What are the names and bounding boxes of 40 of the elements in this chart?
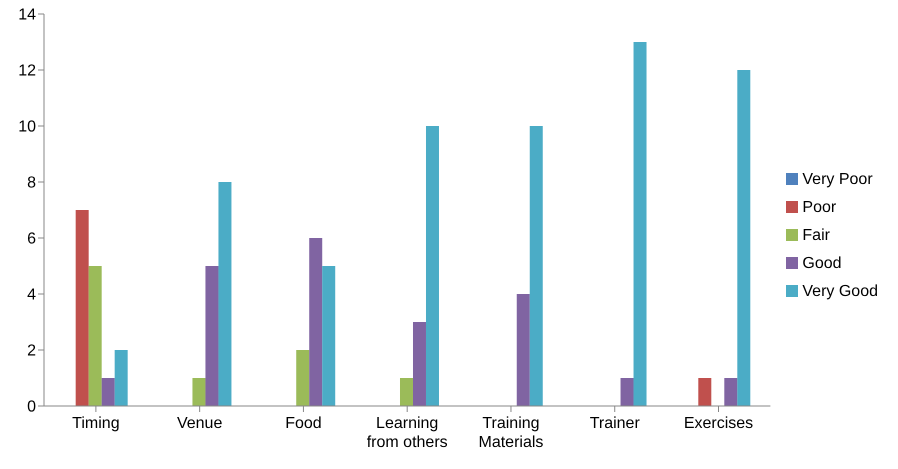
bar	[309, 238, 322, 406]
x-tick-label: Food	[285, 415, 322, 432]
x-tick-label: Venue	[176, 415, 222, 432]
legend-label: Poor	[802, 198, 836, 216]
bar	[76, 210, 89, 406]
bar	[322, 266, 336, 406]
bar	[88, 266, 102, 406]
y-tick-label: 0	[27, 398, 36, 416]
bar	[620, 378, 634, 406]
bar	[634, 42, 647, 406]
bar	[724, 378, 738, 406]
y-tick-label: 2	[27, 342, 36, 360]
y-tick-label: 8	[27, 174, 36, 192]
bar	[218, 182, 232, 406]
bar	[737, 70, 750, 406]
legend-label: Very Poor	[802, 170, 873, 188]
x-tick-label: Trainer	[590, 415, 640, 432]
x-tick-label: Learning from others	[366, 415, 448, 451]
bar	[296, 350, 310, 406]
bar	[205, 266, 218, 406]
x-tick-label: Timing	[72, 415, 120, 432]
y-tick-label: 12	[18, 62, 36, 80]
bar	[400, 378, 413, 406]
bar	[698, 378, 712, 406]
y-tick-label: 6	[27, 230, 36, 248]
bar	[192, 378, 206, 406]
bar	[516, 294, 530, 406]
y-tick-label: 10	[18, 118, 36, 136]
bar	[102, 378, 115, 406]
y-tick-label: 14	[18, 6, 36, 24]
legend-label: Fair	[802, 226, 830, 244]
bar	[426, 126, 439, 406]
bar	[530, 126, 543, 406]
legend-label: Good	[802, 254, 842, 272]
bar	[412, 322, 426, 406]
y-tick-label: 4	[27, 286, 36, 304]
legend-label: Very Good	[802, 282, 878, 300]
x-tick-label: Exercises	[684, 415, 754, 432]
bar	[114, 350, 128, 406]
x-tick-label: Training Materials	[478, 415, 544, 451]
